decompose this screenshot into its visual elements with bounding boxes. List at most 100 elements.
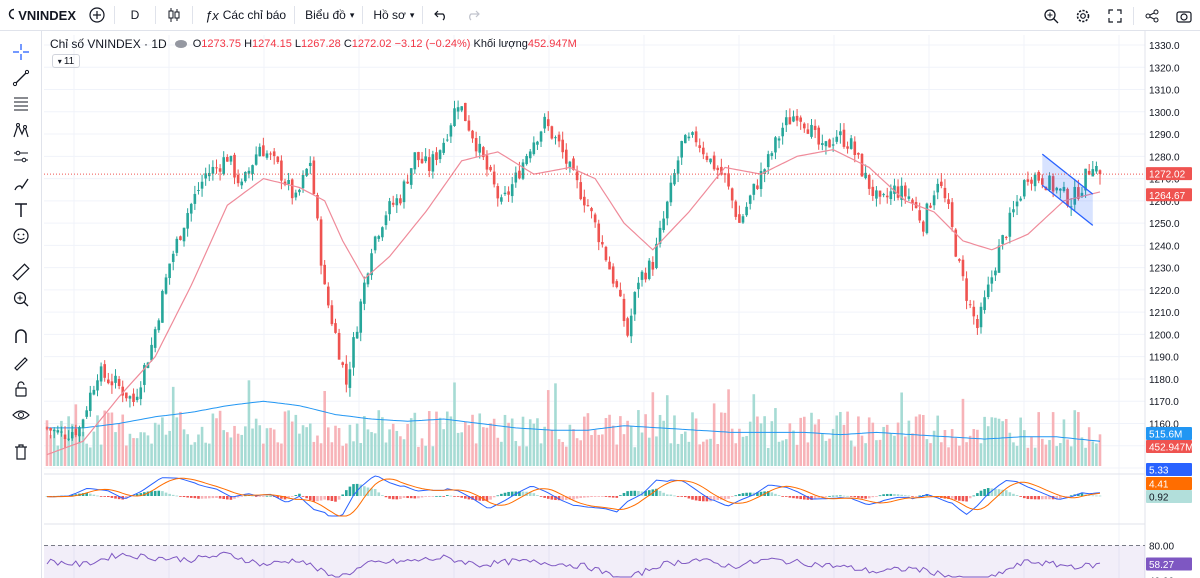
volume-bar: [1073, 410, 1077, 466]
hide-drawings-tool[interactable]: [8, 402, 34, 428]
redo-button[interactable]: [457, 0, 489, 31]
undo-button[interactable]: [425, 0, 457, 31]
indicators-button[interactable]: ƒx Các chỉ báo: [195, 0, 292, 31]
macd-bar: [92, 494, 96, 496]
candle-body: [323, 264, 326, 285]
ruler-tool[interactable]: [8, 259, 34, 285]
macd-bar: [85, 492, 88, 496]
lock-drawing-tool[interactable]: [8, 349, 34, 375]
candle-body: [1026, 179, 1030, 182]
macd-bar: [691, 496, 694, 500]
zoom-tool[interactable]: [8, 286, 34, 312]
macd-bar: [233, 496, 236, 499]
candle: [431, 150, 435, 179]
candle-body: [680, 141, 683, 158]
candle-body: [222, 157, 226, 175]
chart-type-button[interactable]: [158, 0, 190, 31]
candle-body: [168, 263, 171, 279]
pattern-tool[interactable]: [8, 118, 34, 144]
chart-menu-button[interactable]: Biểu đồ ▾: [297, 0, 360, 31]
divider: [114, 6, 115, 24]
macd-bar: [687, 496, 691, 499]
candle-body: [748, 195, 752, 204]
volume-bar: [792, 430, 795, 466]
macd-bar: [125, 496, 128, 499]
share-button[interactable]: [1136, 0, 1168, 31]
macd-bar: [853, 496, 857, 498]
volume-bar: [283, 411, 287, 466]
histogram-badge-bg: [1146, 490, 1192, 503]
trend-line-tool[interactable]: [8, 65, 34, 91]
candle: [337, 328, 341, 360]
volume-bar: [355, 423, 359, 466]
volume-bar: [903, 436, 907, 466]
candle-body: [189, 203, 193, 214]
macd-bar: [161, 491, 164, 496]
candle: [287, 172, 290, 191]
candle: [853, 136, 857, 163]
volume-bar: [377, 410, 381, 466]
volume-bar: [774, 408, 777, 466]
candle: [777, 136, 781, 149]
interval-button[interactable]: D: [117, 0, 153, 31]
volume-bar: [817, 419, 821, 466]
emoji-tool[interactable]: [8, 223, 34, 249]
volume-bar: [943, 429, 947, 466]
volume-bar: [828, 438, 831, 466]
divider: [422, 6, 424, 24]
candle: [489, 164, 492, 172]
macd-bar: [900, 494, 903, 496]
candle: [882, 192, 885, 198]
collapsed-indicators-toggle[interactable]: ▾ 11: [52, 54, 80, 68]
indicators-label: Các chỉ báo: [222, 8, 287, 22]
candle: [774, 136, 777, 160]
volume-bar: [947, 447, 950, 466]
candle: [997, 239, 1001, 273]
macd-bar: [417, 496, 420, 499]
symbol-search[interactable]: VNINDEX: [0, 0, 82, 31]
macd-bar: [438, 495, 442, 497]
candle: [384, 211, 388, 230]
candle: [74, 424, 78, 438]
text-tool[interactable]: [8, 197, 34, 223]
volume-bar: [215, 418, 218, 466]
prediction-tool[interactable]: [8, 144, 34, 170]
crosshair-tool[interactable]: [8, 39, 34, 65]
fib-tool[interactable]: [8, 91, 34, 117]
candle: [795, 109, 799, 127]
compare-button[interactable]: [82, 0, 112, 31]
rsi-value-badge: 58.27: [1146, 557, 1192, 571]
candle: [70, 426, 74, 441]
visibility-eye-icon[interactable]: [174, 40, 187, 48]
profile-menu-button[interactable]: Hồ sơ ▾: [365, 0, 420, 31]
volume-bar: [171, 386, 175, 466]
candle-body: [107, 379, 110, 384]
candle: [802, 122, 806, 133]
y-tick-label: 1300.0: [1149, 108, 1180, 119]
volume-bar: [568, 424, 572, 466]
candle-body: [272, 151, 276, 157]
lock-all-tool[interactable]: [8, 376, 34, 402]
candle: [824, 140, 828, 155]
volume-bar: [824, 440, 828, 466]
interval-label: D: [130, 8, 140, 22]
settings-button[interactable]: [1067, 0, 1099, 31]
macd-bar: [972, 495, 976, 497]
volume-bar: [835, 415, 839, 466]
quick-search-button[interactable]: [1035, 0, 1067, 31]
y-tick-label: 1290.0: [1149, 130, 1180, 141]
candle-body: [179, 236, 182, 240]
macd-bar: [352, 484, 355, 496]
candle-body: [341, 362, 345, 365]
candle-body: [135, 396, 139, 401]
volume-bar: [741, 436, 745, 466]
magnet-tool[interactable]: [8, 323, 34, 349]
macd-bar: [976, 493, 979, 496]
fullscreen-button[interactable]: [1099, 0, 1131, 31]
brush-tool[interactable]: [8, 171, 34, 197]
delete-tool[interactable]: [8, 439, 34, 465]
candle: [474, 131, 478, 158]
macd-bar: [828, 495, 831, 497]
camera-button[interactable]: [1168, 0, 1200, 31]
